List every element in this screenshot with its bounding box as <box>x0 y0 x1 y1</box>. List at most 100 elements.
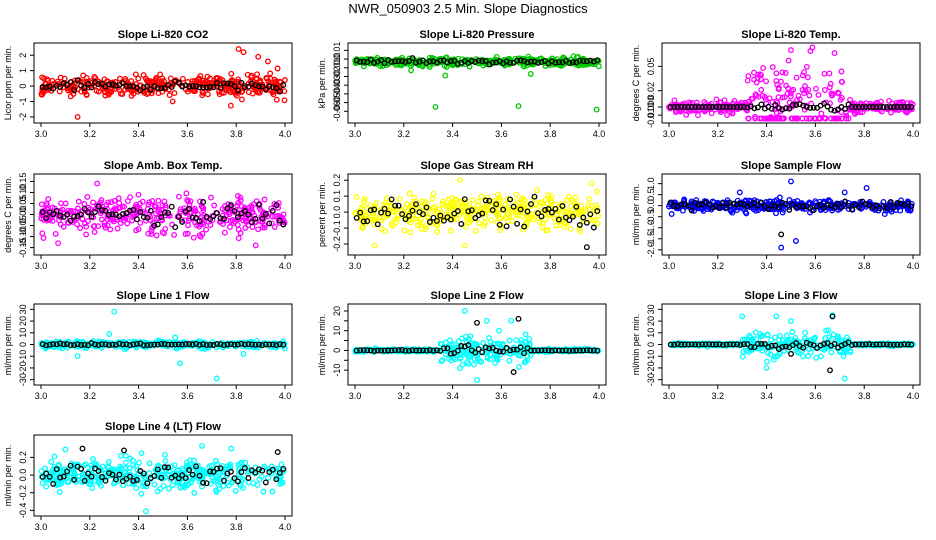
data-point <box>826 84 833 91</box>
data-point <box>480 340 487 346</box>
outlier-point <box>264 58 271 65</box>
reference-point <box>552 205 559 212</box>
y-tick-label: 0.0 <box>646 199 656 212</box>
data-point <box>234 202 241 209</box>
reference-point <box>147 207 154 214</box>
data-point <box>169 482 176 488</box>
reference-point <box>126 207 133 214</box>
data-point <box>153 232 160 239</box>
reference-point <box>186 205 193 212</box>
x-tick-label: 3.4 <box>132 261 145 271</box>
data-point <box>56 88 63 95</box>
outlier-point <box>456 365 463 372</box>
reference-point <box>734 104 740 110</box>
outlier-point <box>508 317 515 324</box>
reference-point <box>67 79 74 86</box>
reference-point <box>552 59 559 66</box>
reference-point <box>266 83 273 90</box>
data-point <box>438 358 445 365</box>
data-point <box>691 207 698 214</box>
reference-point <box>727 104 733 110</box>
reference-point <box>43 470 50 477</box>
reference-point <box>119 341 126 348</box>
reference-point <box>744 341 751 348</box>
reference-point <box>727 341 733 348</box>
data-point <box>713 96 720 103</box>
data-point <box>419 226 425 233</box>
reference-point <box>702 341 709 348</box>
reference-point <box>426 58 433 65</box>
reference-point <box>908 104 915 110</box>
outlier-point <box>79 445 86 452</box>
reference-point <box>123 341 130 348</box>
x-tick-label: 3.0 <box>35 129 48 139</box>
reference-point <box>852 104 859 110</box>
reference-point <box>706 201 713 208</box>
x-tick-label: 3.2 <box>712 261 725 271</box>
reference-point <box>161 341 168 347</box>
reference-point <box>838 204 845 211</box>
data-point <box>758 333 765 340</box>
reference-point <box>908 203 915 210</box>
x-tick-label: 3.8 <box>544 261 557 271</box>
reference-point <box>106 342 112 348</box>
data-point <box>799 72 806 79</box>
y-tick-label: 0.10 <box>18 184 28 202</box>
reference-point <box>224 80 231 87</box>
reference-point <box>399 211 406 218</box>
reference-point <box>137 209 144 216</box>
x-tick-label: 3.4 <box>446 261 459 271</box>
data-point <box>273 344 280 351</box>
reference-point <box>71 476 78 483</box>
reference-point <box>241 341 248 348</box>
reference-point <box>144 83 151 90</box>
reference-point <box>252 215 259 222</box>
y-tick-label: -1.0 <box>646 220 656 236</box>
reference-point <box>214 465 220 472</box>
reference-point <box>39 84 46 91</box>
panel-title: Slope Sample Flow <box>741 160 842 172</box>
reference-point <box>269 341 276 348</box>
data-point <box>825 327 832 334</box>
outlier-point <box>121 447 127 454</box>
reference-point <box>357 58 364 65</box>
reference-point <box>720 104 726 110</box>
reference-point <box>78 342 85 348</box>
outlier-point <box>841 189 848 196</box>
reference-point <box>92 209 98 215</box>
data-point <box>440 198 446 205</box>
data-point <box>411 194 418 201</box>
y-tick-label: 0.000 <box>646 96 656 119</box>
reference-point <box>671 104 678 110</box>
outlier-point <box>483 317 490 324</box>
y-tick-label: 20 <box>646 316 656 326</box>
reference-point <box>821 340 828 347</box>
reference-point <box>904 104 911 110</box>
reference-point <box>92 341 98 348</box>
reference-point <box>99 80 105 87</box>
reference-point <box>406 212 412 219</box>
reference-point <box>221 80 227 87</box>
reference-point <box>99 207 105 214</box>
reference-point <box>130 206 137 213</box>
reference-point <box>545 347 552 354</box>
x-tick-label: 3.0 <box>349 391 362 401</box>
reference-point <box>535 59 541 66</box>
y-tick-label: -0.02 <box>332 66 342 87</box>
reference-point <box>706 341 713 348</box>
reference-point <box>154 84 161 91</box>
reference-point <box>374 221 381 228</box>
data-point <box>790 86 797 93</box>
reference-point <box>200 84 207 91</box>
reference-point <box>144 214 151 221</box>
reference-point <box>392 202 399 209</box>
data-point <box>544 227 551 234</box>
reference-point <box>203 480 210 487</box>
reference-point <box>221 215 227 222</box>
data-point <box>519 199 526 206</box>
reference-point <box>740 341 747 348</box>
reference-point <box>692 341 699 348</box>
data-point <box>78 88 85 95</box>
x-tick-label: 4.0 <box>279 522 292 532</box>
x-tick-label: 3.2 <box>398 391 411 401</box>
